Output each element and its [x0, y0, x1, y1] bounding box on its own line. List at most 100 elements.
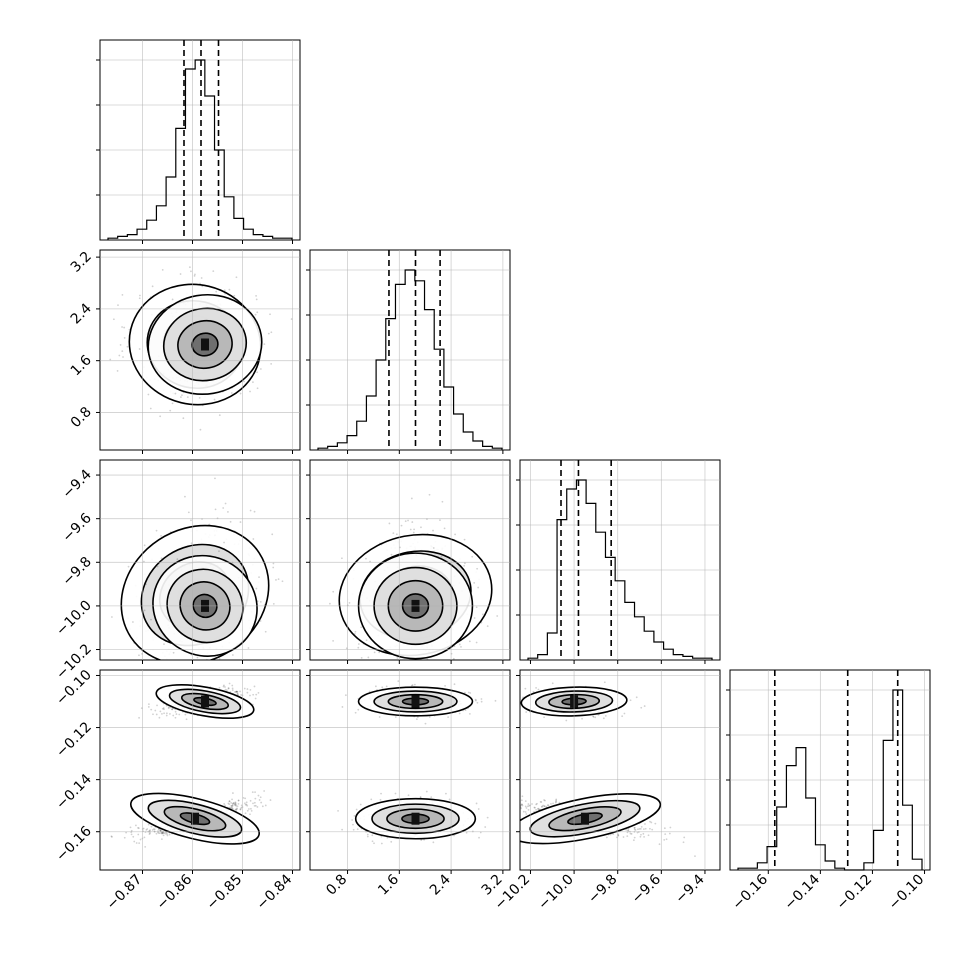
sample-point [232, 808, 235, 810]
sample-point [269, 799, 272, 801]
sample-point [159, 829, 162, 832]
sample-point [357, 643, 360, 645]
sample-point [222, 507, 225, 509]
sample-point [270, 331, 273, 334]
sample-point [224, 686, 226, 688]
sample-point [409, 528, 412, 531]
sample-point [475, 606, 478, 609]
sample-point [344, 694, 347, 697]
sample-point [253, 804, 256, 807]
sample-point [135, 842, 138, 844]
sample-point [235, 803, 237, 806]
sample-point [444, 684, 446, 687]
panel-frame [99, 669, 301, 871]
sample-point [237, 799, 240, 802]
sample-point [171, 402, 174, 405]
sample-point [249, 509, 252, 512]
sample-point [627, 829, 629, 832]
sample-point [249, 688, 252, 691]
y-tick-label: −0.16 [53, 823, 95, 865]
x-tick-label: −0.85 [204, 872, 246, 914]
density-layer [109, 266, 293, 431]
sample-point [254, 697, 257, 700]
sample-point [121, 294, 124, 296]
sample-point [543, 805, 546, 808]
sample-point [259, 368, 262, 370]
sample-point [453, 834, 455, 837]
sample-point [275, 579, 277, 581]
y-tick-label: 2.4 [68, 300, 95, 327]
sample-point [224, 292, 226, 295]
sample-point [233, 294, 236, 297]
sample-point [394, 792, 397, 795]
sample-point [111, 836, 113, 838]
histogram-panel-2 [306, 249, 511, 454]
sample-point [473, 664, 475, 666]
sample-point [147, 823, 150, 826]
sample-point [142, 827, 145, 830]
sample-point [432, 841, 435, 844]
sample-point [249, 390, 251, 393]
sample-point [174, 716, 177, 719]
sample-point [366, 835, 369, 838]
sample-point [119, 344, 122, 346]
sample-point [128, 665, 130, 667]
sample-point [249, 813, 251, 816]
sample-point [231, 802, 234, 805]
sample-point [341, 557, 343, 560]
sample-point [252, 802, 254, 805]
sample-point [250, 809, 253, 812]
sample-point [234, 804, 237, 807]
sample-point [380, 835, 383, 838]
sample-point [152, 683, 154, 685]
y-tick-label: 1.6 [68, 352, 95, 379]
sample-point [380, 543, 383, 546]
sample-point [165, 831, 168, 834]
sample-point [160, 557, 163, 560]
sample-point [272, 562, 275, 565]
sample-point [258, 576, 260, 579]
sample-point [150, 673, 152, 675]
sample-point [172, 714, 175, 717]
sample-point [162, 707, 165, 709]
sample-point [482, 613, 484, 616]
sample-point [360, 626, 363, 629]
sample-point [196, 656, 199, 659]
sample-point [668, 832, 671, 835]
sample-point [194, 273, 196, 276]
sample-point [235, 690, 238, 693]
sample-point [250, 807, 252, 810]
sample-point [254, 313, 257, 316]
sample-point [458, 712, 461, 715]
sample-point [184, 495, 186, 498]
histogram-panel-3 [516, 459, 721, 664]
sample-point [476, 701, 479, 704]
panel-frame [99, 249, 301, 451]
sample-point [259, 600, 262, 603]
sample-point [147, 706, 150, 708]
sample-point [160, 534, 162, 537]
density-peak [201, 695, 209, 708]
sample-point [244, 797, 247, 800]
sample-point [243, 380, 245, 383]
histogram-step [107, 59, 293, 240]
sample-point [231, 807, 233, 810]
sample-point [231, 806, 233, 809]
density-layer [111, 477, 284, 685]
sample-point [527, 803, 530, 805]
sample-point [181, 394, 183, 397]
sample-point [357, 708, 360, 711]
sample-point [201, 285, 204, 288]
sample-point [171, 298, 174, 301]
sample-point [541, 805, 544, 808]
sample-point [514, 795, 516, 797]
sample-point [126, 345, 129, 348]
sample-point [174, 392, 177, 395]
sample-point [162, 834, 165, 837]
sample-point [155, 713, 158, 716]
sample-point [630, 833, 633, 835]
sample-point [132, 835, 135, 838]
histogram-step [737, 689, 923, 871]
sample-point [213, 398, 216, 401]
sample-point [413, 528, 416, 531]
